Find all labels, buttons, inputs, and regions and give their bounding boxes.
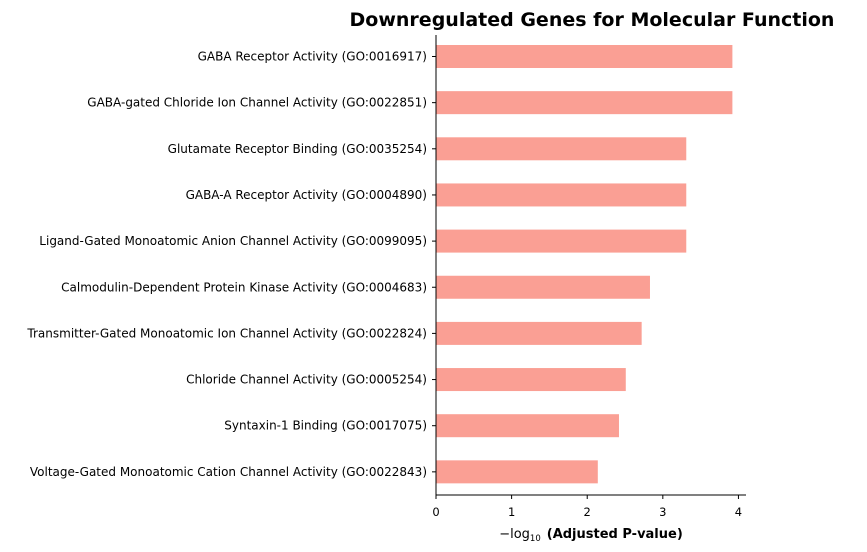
bar	[436, 229, 687, 253]
x-tick-label: 2	[584, 505, 591, 519]
category-label: GABA-gated Chloride Ion Channel Activity…	[87, 96, 427, 110]
category-label: Glutamate Receptor Binding (GO:0035254)	[168, 142, 427, 156]
bar	[436, 183, 687, 207]
x-axis: 0 1 2 3 4	[432, 495, 742, 519]
bar	[436, 137, 687, 161]
x-tick-label: 1	[508, 505, 515, 519]
category-label: Transmitter-Gated Monoatomic Ion Channel…	[26, 326, 427, 340]
category-label: Calmodulin-Dependent Protein Kinase Acti…	[61, 280, 427, 294]
x-tick-label: 3	[659, 505, 666, 519]
bar	[436, 414, 619, 438]
category-label: Voltage-Gated Monoatomic Cation Channel …	[30, 465, 427, 479]
x-tick-label: 0	[432, 505, 439, 519]
x-axis-label-suffix: (Adjusted P-value)	[547, 527, 683, 542]
x-axis-label-subscript: 10	[530, 534, 541, 544]
bar	[436, 91, 733, 115]
x-axis-label-prefix: −log	[499, 527, 530, 542]
category-label: Syntaxin-1 Binding (GO:0017075)	[224, 419, 427, 433]
category-label: Ligand-Gated Monoatomic Anion Channel Ac…	[39, 234, 427, 248]
bar	[436, 275, 650, 299]
x-tick-label: 4	[735, 505, 742, 519]
x-axis-label: −log10 (Adjusted P-value)	[499, 527, 683, 544]
category-label: GABA Receptor Activity (GO:0016917)	[198, 50, 427, 64]
bar	[436, 321, 642, 345]
bar	[436, 460, 598, 484]
bars-group	[436, 45, 733, 484]
bar	[436, 45, 733, 68]
bar	[436, 368, 626, 392]
chart-title: Downregulated Genes for Molecular Functi…	[350, 9, 835, 31]
category-label: Chloride Channel Activity (GO:0005254)	[186, 373, 427, 387]
category-labels: GABA Receptor Activity (GO:0016917) GABA-…	[26, 50, 436, 479]
category-label: GABA-A Receptor Activity (GO:0004890)	[186, 188, 427, 202]
